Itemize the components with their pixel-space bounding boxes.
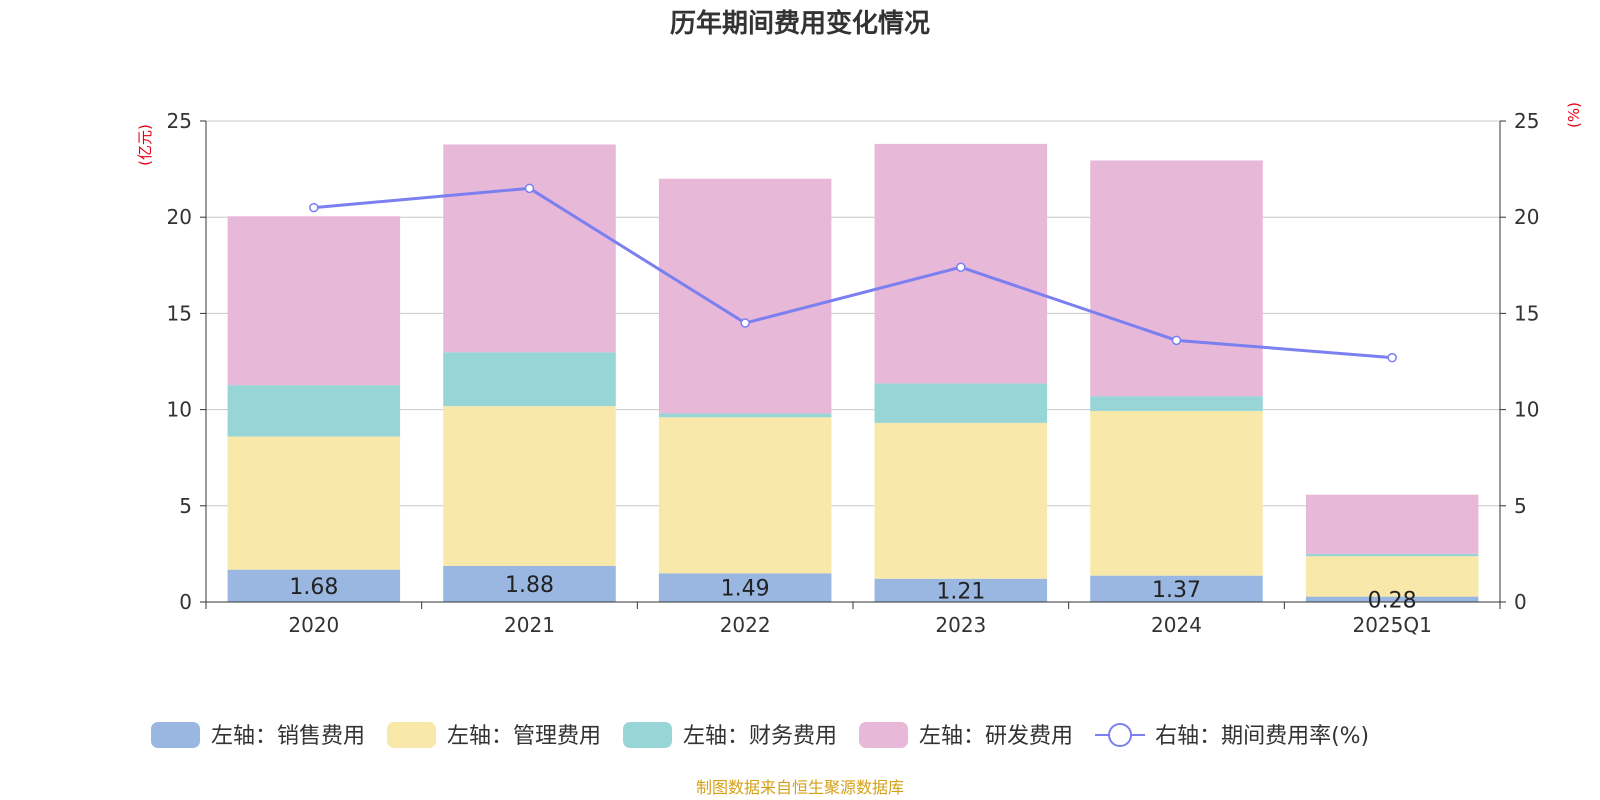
legend-item[interactable]: 左轴：销售费用: [151, 722, 365, 749]
bar-data-labels: 1.68 1.88 1.49 1.21 1.37 0.28: [289, 573, 1416, 613]
grid-lines: [206, 120, 1500, 507]
bar-segment[interactable]: [874, 422, 1048, 579]
legend-item[interactable]: 右轴：期间费用率(%): [1095, 723, 1369, 749]
bar-segment[interactable]: [658, 178, 832, 414]
x-tick-label: 2021: [504, 613, 555, 637]
bar-segment[interactable]: [1090, 410, 1263, 576]
bar-segment[interactable]: [1305, 553, 1479, 557]
legend-item[interactable]: 左轴：管理费用: [387, 722, 601, 749]
bar-segment[interactable]: [874, 383, 1048, 423]
axes: 0 5 10 15 20 25 0 5 10 15 20 25 2020 2021 2022 2023 2024…: [167, 109, 1540, 637]
legend-swatch: [151, 722, 200, 748]
bar-value-label: 1.88: [505, 573, 554, 598]
bar-segment[interactable]: [227, 569, 401, 602]
left-tick-label: 20: [167, 205, 192, 229]
bar-segment[interactable]: [658, 413, 832, 418]
bar-segment[interactable]: [874, 578, 1048, 602]
rate-line: [313, 186, 1393, 360]
legend[interactable]: 左轴：销售费用 左轴：管理费用 左轴：财务费用 左轴：研发费用 右轴：期间费用率(%): [151, 722, 1369, 749]
legend-label: 左轴：销售费用: [211, 724, 365, 749]
left-tick-label: 25: [167, 109, 192, 133]
right-tick-label: 15: [1514, 301, 1539, 325]
right-tick-label: 25: [1514, 109, 1539, 133]
chart-title: 历年期间费用变化情况: [670, 8, 930, 39]
bar-segment[interactable]: [1090, 160, 1263, 397]
bar-value-label: 0.28: [1368, 588, 1417, 613]
rate-point[interactable]: [740, 318, 750, 328]
bar-segment[interactable]: [1090, 575, 1263, 602]
right-tick-label: 10: [1514, 398, 1539, 422]
bar-value-label: 1.37: [1152, 578, 1201, 603]
bar-value-label: 1.49: [721, 577, 770, 602]
left-tick-label: 15: [167, 301, 192, 325]
legend-marker: [1108, 723, 1133, 747]
bar-value-label: 1.68: [289, 575, 338, 600]
legend-label: 左轴：管理费用: [447, 724, 601, 749]
legend-label: 左轴：研发费用: [919, 724, 1073, 749]
x-tick-label: 2020: [288, 613, 339, 637]
legend-label: 右轴：期间费用率(%): [1155, 724, 1369, 749]
left-tick-label: 10: [167, 398, 192, 422]
bar-series: [227, 143, 1479, 602]
rate-point[interactable]: [956, 262, 966, 272]
right-tick-label: 0: [1514, 590, 1527, 614]
source-note: 制图数据来自恒生聚源数据库: [696, 778, 904, 797]
bar-segment[interactable]: [1090, 396, 1263, 411]
bar-segment[interactable]: [1305, 494, 1479, 554]
legend-label: 左轴：财务费用: [683, 724, 837, 749]
bar-segment[interactable]: [658, 573, 832, 602]
legend-item[interactable]: 左轴：研发费用: [859, 722, 1073, 749]
bar-segment[interactable]: [1305, 596, 1479, 602]
bar-segment[interactable]: [443, 352, 616, 407]
left-tick-label: 0: [179, 590, 192, 614]
legend-swatch: [859, 722, 909, 748]
line-series: [309, 183, 1397, 363]
bar-segment[interactable]: [227, 385, 401, 437]
x-tick-label: 2025Q1: [1352, 613, 1431, 637]
bar-segment[interactable]: [443, 565, 616, 602]
right-tick-label: 20: [1514, 205, 1539, 229]
left-axis-unit: (亿元): [136, 124, 154, 166]
right-tick-label: 5: [1514, 494, 1527, 518]
rate-point[interactable]: [524, 183, 535, 194]
left-tick-label: 5: [179, 494, 192, 518]
bar-value-label: 1.21: [936, 579, 985, 604]
bar-segment[interactable]: [443, 406, 616, 566]
legend-item[interactable]: 左轴：财务费用: [623, 722, 837, 749]
bar-segment[interactable]: [658, 417, 832, 574]
x-tick-label: 2023: [935, 613, 986, 637]
bar-segment[interactable]: [1305, 556, 1479, 597]
bar-segment[interactable]: [227, 436, 401, 570]
legend-swatch: [387, 722, 437, 748]
right-axis-unit: (%): [1565, 102, 1583, 128]
legend-swatch: [623, 722, 673, 748]
x-tick-label: 2022: [720, 613, 771, 637]
x-tick-label: 2024: [1151, 613, 1202, 637]
rate-point[interactable]: [309, 202, 319, 213]
bar-segment[interactable]: [227, 216, 401, 386]
bar-segment[interactable]: [443, 144, 616, 353]
rate-point[interactable]: [1387, 352, 1397, 363]
rate-point[interactable]: [1171, 335, 1182, 346]
